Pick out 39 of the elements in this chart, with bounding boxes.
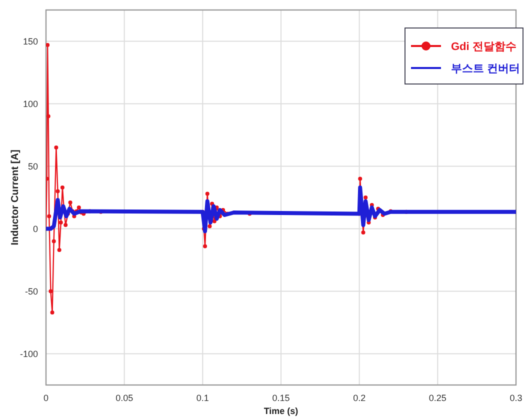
point — [361, 230, 366, 234]
point — [46, 176, 49, 181]
point — [358, 176, 362, 181]
y-tick-label: -50 — [24, 286, 38, 296]
x-tick-label: 0.3 — [510, 393, 522, 403]
point — [46, 43, 50, 47]
line-series — [46, 186, 516, 234]
point — [46, 114, 50, 118]
point — [56, 189, 60, 194]
point — [68, 200, 72, 204]
point — [60, 186, 64, 190]
point — [52, 239, 56, 244]
y-tick-label: -100 — [20, 348, 38, 359]
point — [48, 289, 53, 294]
y-axis-title: Inductor Current [A] — [10, 150, 21, 246]
x-tick-label: 0.15 — [272, 393, 290, 403]
point — [57, 248, 62, 252]
x-tick-label: 0 — [43, 393, 49, 403]
y-tick-label: 100 — [22, 98, 38, 109]
point — [54, 146, 58, 150]
legend-label: 부스트 컨버터 — [451, 63, 520, 75]
point — [76, 206, 81, 210]
x-tick-label: 0.05 — [116, 393, 134, 403]
point — [208, 224, 212, 228]
point — [47, 214, 52, 218]
point — [64, 223, 68, 227]
point — [203, 244, 208, 248]
point — [364, 196, 368, 200]
y-tick-label: 50 — [28, 161, 38, 172]
x-axis-title: Time (s) — [264, 406, 298, 416]
point — [58, 220, 63, 224]
y-tick-label: 0 — [32, 224, 38, 234]
legend-label: Gdi 전달함수 — [451, 41, 516, 53]
y-tick-label: 150 — [22, 36, 38, 46]
point — [50, 310, 54, 314]
x-tick-label: 0.2 — [353, 393, 366, 403]
x-tick-label: 0.25 — [428, 393, 446, 403]
x-tick-label: 0.1 — [196, 393, 209, 403]
point — [205, 192, 210, 196]
